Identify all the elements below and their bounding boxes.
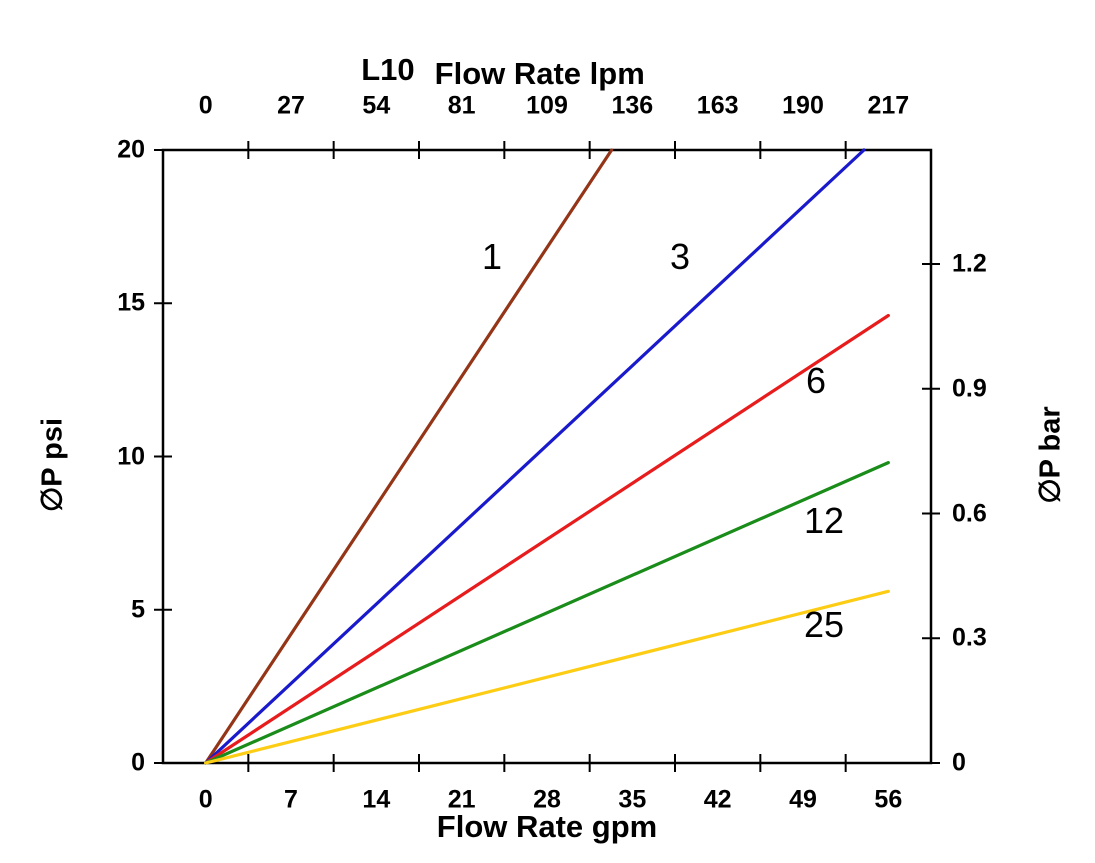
- right-axis-title: ∅P bar: [1034, 406, 1067, 504]
- bottom-axis-tick-label: 7: [284, 785, 298, 814]
- left-axis-tick-label: 0: [131, 748, 145, 777]
- top-axis-tick-label: 163: [696, 91, 739, 120]
- series-line-1: [204, 148, 614, 765]
- series-line-25: [204, 589, 890, 765]
- top-axis-tick-label: 136: [611, 91, 654, 120]
- series-label-12-micron: 12: [803, 500, 845, 541]
- bottom-axis-tick-label: 28: [533, 785, 561, 814]
- axis-frame: [161, 148, 933, 765]
- bottom-axis-tick-label: 49: [789, 785, 817, 814]
- right-axis-tick-label: 0: [952, 748, 966, 777]
- right-axis-tick-label: 1.2: [952, 249, 987, 278]
- bottom-axis-tick-label: 0: [198, 785, 213, 814]
- top-axis-tick-label: 54: [362, 91, 391, 120]
- top-axis-tick-label: 27: [277, 91, 305, 120]
- left-axis-title: ∅P psi: [36, 417, 69, 513]
- bottom-axis-tick-label: 14: [362, 785, 391, 814]
- series-line-3: [204, 148, 866, 765]
- bottom-axis-title: Flow Rate gpm: [436, 809, 658, 844]
- top-axis-tick-label: 190: [782, 91, 824, 120]
- top-axis-title: L10 Flow Rate lpm: [361, 52, 645, 92]
- top-axis-tick-label: 109: [526, 91, 568, 120]
- bottom-axis-tick-label: 56: [874, 785, 903, 814]
- left-axis-tick-label: 10: [117, 442, 145, 470]
- model-label: L10: [361, 52, 415, 87]
- bottom-axis-tick-label: 21: [447, 785, 476, 814]
- right-axis-tick-label: 0.3: [952, 623, 987, 652]
- series-line-12: [204, 461, 890, 765]
- top-axis-tick-label: 217: [867, 91, 910, 120]
- right-axis-tick-label: 0.6: [952, 499, 987, 527]
- series-label-6-micron: 6: [805, 360, 827, 401]
- series-label-1-micron: 1: [481, 236, 503, 277]
- top-axis-tick-label: 81: [447, 91, 476, 120]
- top-axis-tick-label: 0: [198, 91, 213, 120]
- bottom-axis-tick-label: 35: [618, 785, 647, 814]
- series-label-25-micron: 25: [803, 604, 845, 645]
- right-axis-tick-label: 0.9: [952, 374, 987, 403]
- top-axis-label: Flow Rate lpm: [434, 56, 645, 91]
- series-label-3-micron: 3: [669, 236, 691, 277]
- left-axis-tick-label: 5: [131, 595, 145, 624]
- bottom-axis-tick-label: 42: [703, 785, 732, 814]
- series-line-6: [204, 313, 890, 765]
- left-axis-tick-label: 20: [117, 135, 145, 164]
- left-axis-tick-label: 15: [117, 288, 145, 317]
